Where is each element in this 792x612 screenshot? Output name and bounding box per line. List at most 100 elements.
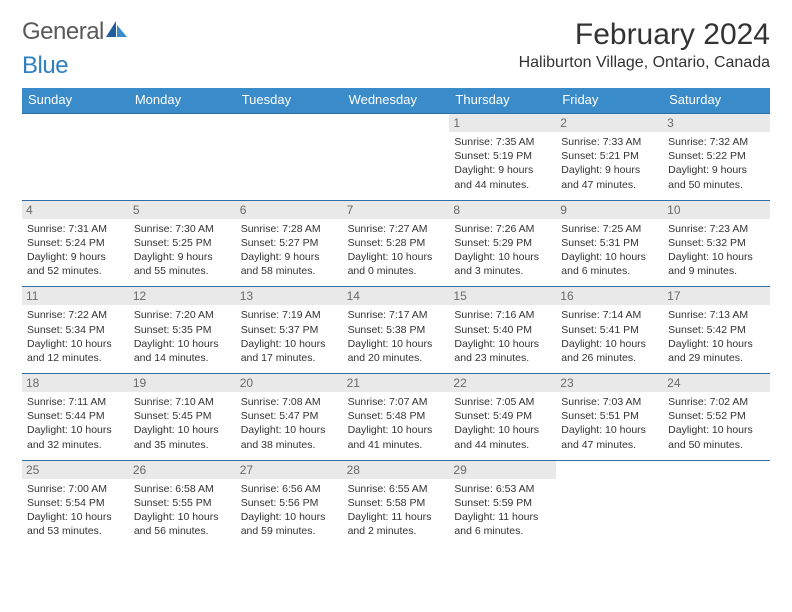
sunset-text: Sunset: 5:27 PM [241,236,338,250]
day-cell: 28 Sunrise: 6:55 AMSunset: 5:58 PMDayligh… [343,461,450,547]
day-body: Sunrise: 7:23 AMSunset: 5:32 PMDaylight:… [668,222,765,279]
day-cell: 10 Sunrise: 7:23 AMSunset: 5:32 PMDayligh… [663,201,770,287]
dl2-text: and 6 minutes. [561,264,658,278]
sunrise-text: Sunrise: 7:31 AM [27,222,124,236]
day-number: 24 [663,374,770,392]
sunset-text: Sunset: 5:47 PM [241,409,338,423]
dl2-text: and 3 minutes. [454,264,551,278]
day-body: Sunrise: 7:30 AMSunset: 5:25 PMDaylight:… [134,222,231,279]
day-number: 22 [449,374,556,392]
day-cell: 16 Sunrise: 7:14 AMSunset: 5:41 PMDayligh… [556,287,663,373]
dl1-text: Daylight: 11 hours [348,510,445,524]
sunset-text: Sunset: 5:41 PM [561,323,658,337]
day-number: 18 [22,374,129,392]
day-number: 21 [343,374,450,392]
dl2-text: and 14 minutes. [134,351,231,365]
dl1-text: Daylight: 10 hours [27,423,124,437]
day-cell: 15Sunrise: 7:16 AMSunset: 5:40 PMDayligh… [449,287,556,373]
sunrise-text: Sunrise: 6:56 AM [241,482,338,496]
dl2-text: and 44 minutes. [454,178,551,192]
day-cell: 24 Sunrise: 7:02 AMSunset: 5:52 PMDayligh… [663,374,770,460]
day-number: 16 [556,287,663,305]
dl2-text: and 41 minutes. [348,438,445,452]
dl2-text: and 50 minutes. [668,438,765,452]
day-body: Sunrise: 7:14 AMSunset: 5:41 PMDaylight:… [561,308,658,365]
day-body: Sunrise: 6:55 AMSunset: 5:58 PMDaylight:… [348,482,445,539]
sail-icon [106,18,128,46]
brand-logo: General [22,18,128,46]
day-number: 14 [343,287,450,305]
calendar-grid: Sunday Monday Tuesday Wednesday Thursday… [22,88,770,546]
brand-word-2: Blue [22,52,68,80]
dl2-text: and 23 minutes. [454,351,551,365]
dl1-text: Daylight: 10 hours [561,423,658,437]
day-number: 27 [236,461,343,479]
day-number: 11 [22,287,129,305]
dl2-text: and 56 minutes. [134,524,231,538]
sunset-text: Sunset: 5:40 PM [454,323,551,337]
day-cell: 19Sunrise: 7:10 AMSunset: 5:45 PMDayligh… [129,374,236,460]
day-cell: 7Sunrise: 7:27 AMSunset: 5:28 PMDaylight… [343,201,450,287]
day-number: 15 [449,287,556,305]
dl2-text: and 12 minutes. [27,351,124,365]
sunset-text: Sunset: 5:51 PM [561,409,658,423]
title-block: February 2024 Haliburton Village, Ontari… [519,18,770,78]
sunrise-text: Sunrise: 7:14 AM [561,308,658,322]
brand-word-1: General [22,18,104,46]
sunset-text: Sunset: 5:22 PM [668,149,765,163]
dl1-text: Daylight: 10 hours [348,423,445,437]
dow-tuesday: Tuesday [236,88,343,113]
dl2-text: and 59 minutes. [241,524,338,538]
sunset-text: Sunset: 5:31 PM [561,236,658,250]
day-body: Sunrise: 7:22 AMSunset: 5:34 PMDaylight:… [27,308,124,365]
day-body: Sunrise: 7:35 AMSunset: 5:19 PMDaylight:… [454,135,551,192]
sunset-text: Sunset: 5:42 PM [668,323,765,337]
day-body: Sunrise: 7:08 AMSunset: 5:47 PMDaylight:… [241,395,338,452]
day-number: 4 [22,201,129,219]
dl1-text: Daylight: 10 hours [561,337,658,351]
sunset-text: Sunset: 5:28 PM [348,236,445,250]
day-body: Sunrise: 7:27 AMSunset: 5:28 PMDaylight:… [348,222,445,279]
sunset-text: Sunset: 5:58 PM [348,496,445,510]
day-number: 6 [236,201,343,219]
day-number: 17 [663,287,770,305]
dl2-text: and 29 minutes. [668,351,765,365]
day-body: Sunrise: 7:33 AMSunset: 5:21 PMDaylight:… [561,135,658,192]
sunrise-text: Sunrise: 7:03 AM [561,395,658,409]
week-row: 11 Sunrise: 7:22 AMSunset: 5:34 PMDayligh… [22,286,770,373]
day-number: 26 [129,461,236,479]
sunset-text: Sunset: 5:55 PM [134,496,231,510]
dl1-text: Daylight: 10 hours [454,337,551,351]
sunset-text: Sunset: 5:19 PM [454,149,551,163]
day-body: Sunrise: 7:20 AMSunset: 5:35 PMDaylight:… [134,308,231,365]
dl1-text: Daylight: 9 hours [27,250,124,264]
day-number: 23 [556,374,663,392]
dl2-text: and 0 minutes. [348,264,445,278]
dow-wednesday: Wednesday [343,88,450,113]
sunrise-text: Sunrise: 7:08 AM [241,395,338,409]
dl1-text: Daylight: 10 hours [454,423,551,437]
sunrise-text: Sunrise: 7:26 AM [454,222,551,236]
day-number: 10 [663,201,770,219]
day-number: 28 [343,461,450,479]
sunrise-text: Sunrise: 7:35 AM [454,135,551,149]
sunrise-text: Sunrise: 7:00 AM [27,482,124,496]
sunset-text: Sunset: 5:24 PM [27,236,124,250]
sunset-text: Sunset: 5:21 PM [561,149,658,163]
day-body: Sunrise: 6:53 AMSunset: 5:59 PMDaylight:… [454,482,551,539]
day-cell [663,461,770,547]
sunrise-text: Sunrise: 7:27 AM [348,222,445,236]
dl1-text: Daylight: 10 hours [348,337,445,351]
day-number: 2 [556,114,663,132]
day-cell [343,114,450,200]
dl1-text: Daylight: 9 hours [454,163,551,177]
day-body: Sunrise: 7:02 AMSunset: 5:52 PMDaylight:… [668,395,765,452]
day-number: 19 [129,374,236,392]
sunset-text: Sunset: 5:25 PM [134,236,231,250]
day-body: Sunrise: 7:11 AMSunset: 5:44 PMDaylight:… [27,395,124,452]
sunset-text: Sunset: 5:48 PM [348,409,445,423]
day-body: Sunrise: 6:56 AMSunset: 5:56 PMDaylight:… [241,482,338,539]
dl1-text: Daylight: 10 hours [134,423,231,437]
sunrise-text: Sunrise: 7:25 AM [561,222,658,236]
day-cell [556,461,663,547]
